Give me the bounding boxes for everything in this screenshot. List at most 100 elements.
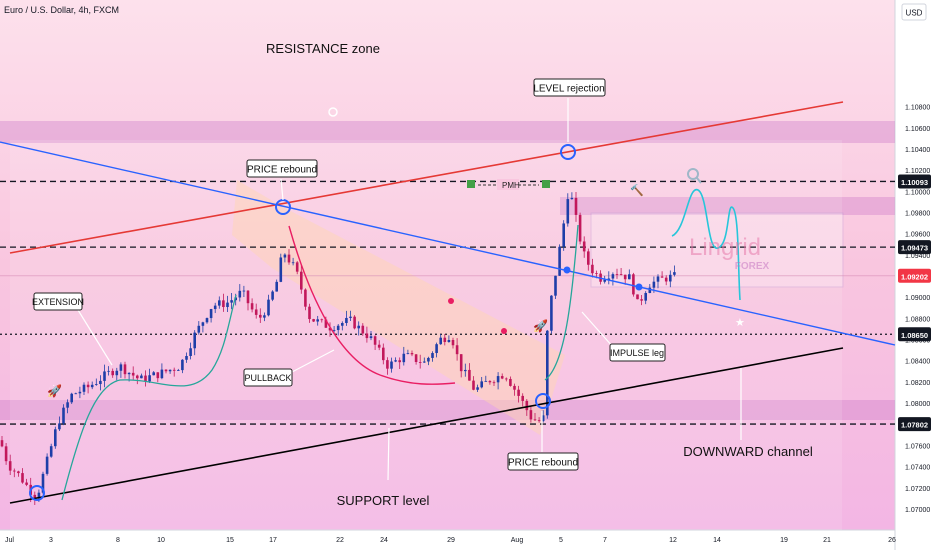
candle-body bbox=[345, 317, 348, 324]
price-tick-1: 1.07200 bbox=[905, 486, 930, 493]
candle-body bbox=[189, 348, 192, 356]
price-tick-9: 1.08800 bbox=[905, 316, 930, 323]
candle-body bbox=[517, 389, 520, 396]
candle-body bbox=[541, 415, 545, 422]
chart-title: Euro / U.S. Dollar, 4h, FXCM bbox=[4, 5, 119, 15]
candle-body bbox=[550, 295, 553, 331]
candle-body bbox=[230, 300, 233, 303]
candle-body bbox=[218, 300, 221, 306]
candle-body bbox=[369, 336, 373, 339]
candle-body bbox=[513, 385, 516, 390]
extension-box bbox=[33, 292, 83, 311]
trend-touch-2 bbox=[635, 283, 643, 291]
resistance-zone bbox=[0, 121, 895, 143]
price-tick-12: 1.09400 bbox=[905, 253, 930, 260]
candle-body bbox=[611, 274, 615, 279]
candle-body bbox=[595, 273, 598, 275]
candle-body bbox=[152, 372, 155, 376]
projection-path bbox=[671, 189, 741, 301]
candle-body bbox=[4, 446, 8, 462]
check-icon-right bbox=[542, 180, 550, 188]
price-tick-14: 1.09800 bbox=[905, 210, 930, 217]
candle-body bbox=[349, 316, 352, 318]
candle-body bbox=[587, 251, 590, 265]
candle-body bbox=[341, 323, 344, 326]
candle-body bbox=[324, 319, 328, 328]
candle-body bbox=[644, 292, 647, 301]
candle-body bbox=[332, 330, 336, 331]
level-badge-0 bbox=[898, 174, 931, 189]
impulse-label: IMPULSE leg bbox=[610, 348, 664, 358]
candle-body bbox=[283, 254, 287, 258]
price-tick-0: 1.07000 bbox=[905, 507, 930, 514]
candle-body bbox=[492, 382, 496, 384]
candle-body bbox=[246, 290, 250, 304]
currency-box[interactable] bbox=[901, 3, 927, 21]
candle-body bbox=[70, 393, 73, 403]
price-tick-7: 1.08400 bbox=[905, 359, 930, 366]
time-tick-14: 19 bbox=[780, 537, 788, 544]
candle-body bbox=[673, 272, 676, 275]
time-tick-7: 24 bbox=[380, 537, 388, 544]
downward-trendline bbox=[0, 141, 896, 346]
rebound-marker-bottom bbox=[535, 393, 551, 409]
candle-body bbox=[636, 294, 639, 300]
candle-body bbox=[537, 420, 541, 422]
time-tick-16: 26 bbox=[888, 537, 896, 544]
candle-body bbox=[660, 276, 664, 278]
candle-body bbox=[439, 337, 442, 345]
candle-body bbox=[45, 456, 49, 474]
candle-body bbox=[21, 473, 24, 483]
candle-body bbox=[58, 423, 61, 430]
time-tick-3: 10 bbox=[157, 537, 165, 544]
candle-body bbox=[54, 429, 57, 447]
candle-body bbox=[648, 287, 652, 293]
candle-body bbox=[82, 384, 86, 392]
candle-body bbox=[464, 369, 467, 372]
resistance-trendline bbox=[9, 101, 844, 254]
candle-body bbox=[521, 395, 524, 401]
candle-body bbox=[164, 369, 168, 372]
level-rejection-label: LEVEL rejection bbox=[533, 84, 604, 95]
time-axis bbox=[0, 530, 895, 550]
candle-body bbox=[652, 281, 656, 288]
candle-body bbox=[377, 344, 381, 348]
candle-body bbox=[414, 354, 418, 363]
candle-body bbox=[226, 302, 229, 308]
level-value-2: 1.09202 bbox=[901, 272, 928, 281]
level-value-1: 1.09473 bbox=[901, 244, 928, 253]
candle-body bbox=[431, 353, 434, 358]
candle-body bbox=[509, 378, 512, 386]
candle-body bbox=[17, 471, 20, 474]
candle-body bbox=[500, 376, 504, 379]
candle-body bbox=[435, 344, 438, 354]
candle-body bbox=[103, 371, 106, 381]
time-tick-15: 21 bbox=[823, 537, 831, 544]
currency-label[interactable]: USD bbox=[906, 9, 923, 18]
level-value-3: 1.08650 bbox=[901, 331, 928, 340]
price-tick-17: 1.10400 bbox=[905, 147, 930, 154]
level-value-0: 1.10093 bbox=[901, 178, 928, 187]
candle-body bbox=[615, 274, 619, 275]
price-tick-13: 1.09600 bbox=[905, 232, 930, 239]
candle-body bbox=[406, 353, 410, 354]
candle-body bbox=[607, 278, 611, 280]
candle-body bbox=[205, 318, 209, 323]
candle-body bbox=[316, 319, 319, 322]
candle-body bbox=[234, 297, 237, 301]
plot-background bbox=[0, 0, 895, 530]
candle-body bbox=[263, 315, 266, 318]
candle-body bbox=[443, 337, 447, 343]
price-tick-6: 1.08200 bbox=[905, 380, 930, 387]
candle-body bbox=[455, 345, 459, 355]
level-rejection-box bbox=[533, 78, 606, 97]
support-level-label: SUPPORT level bbox=[337, 493, 430, 508]
pmh-bg bbox=[497, 179, 519, 190]
candle-body bbox=[119, 364, 123, 371]
price-tick-2: 1.07400 bbox=[905, 465, 930, 472]
candle-body bbox=[451, 340, 455, 346]
candle-body bbox=[185, 355, 188, 360]
candle-body bbox=[628, 274, 631, 280]
candle-body bbox=[99, 380, 102, 385]
